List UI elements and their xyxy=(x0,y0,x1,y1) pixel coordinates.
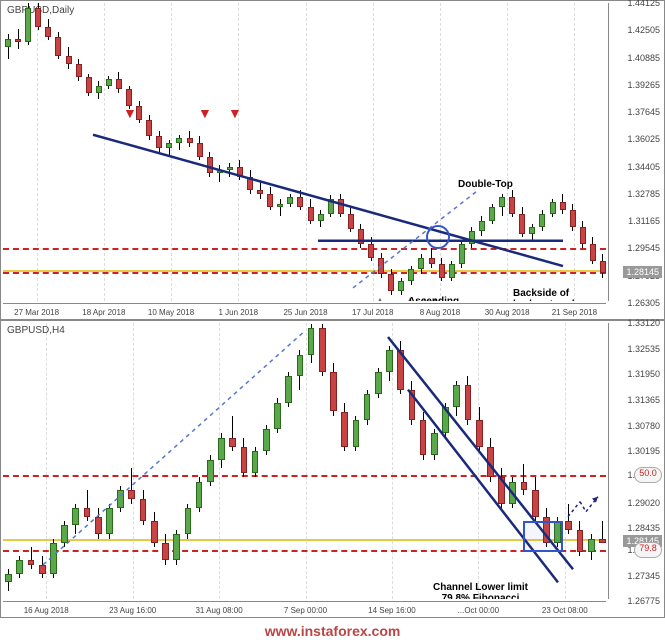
current-price-tag: 1.28145 xyxy=(623,266,662,278)
gridline xyxy=(238,3,239,301)
y-tick: 1.34405 xyxy=(627,162,660,172)
x-tick: 23 Aug 16:00 xyxy=(109,606,156,615)
y-tick: 1.31165 xyxy=(628,216,660,226)
gridline xyxy=(478,323,479,599)
gridline xyxy=(133,323,134,599)
x-tick: ...Oct 00:00 xyxy=(458,606,499,615)
x-tick: 16 Aug 2018 xyxy=(24,606,69,615)
rect-marker xyxy=(523,521,563,552)
y-tick: 1.40885 xyxy=(627,53,660,63)
y-tick: 1.26305 xyxy=(627,298,660,308)
h4-chart-area[interactable]: 50.079.8Channel Lower limit 79.8% Fibona… xyxy=(3,323,606,599)
x-tick: 10 May 2018 xyxy=(148,308,194,317)
x-tick: 25 Jun 2018 xyxy=(283,308,327,317)
double-top-label: Double-Top xyxy=(458,179,513,190)
fibonacci-line xyxy=(3,550,606,552)
fibonacci-line xyxy=(3,272,606,274)
circle-marker xyxy=(426,225,450,249)
down-arrow-marker: ▼ xyxy=(228,105,242,121)
y-tick: 1.36025 xyxy=(627,134,660,144)
gridline xyxy=(440,3,441,301)
y-tick: 1.32785 xyxy=(627,189,660,199)
y-tick: 1.29545 xyxy=(627,243,660,253)
x-tick: 14 Sep 16:00 xyxy=(368,606,416,615)
gridline xyxy=(37,3,38,301)
gridline xyxy=(219,323,220,599)
gridline xyxy=(306,323,307,599)
daily-chart-area[interactable]: 50.079.8▼▼▼▲▲▲▲Double-TopAscending Botto… xyxy=(3,3,606,301)
ascending-bottom-label: Ascending Bottom xyxy=(408,296,459,301)
x-tick: 7 Sep 00:00 xyxy=(284,606,327,615)
h4-x-axis: 16 Aug 2018 23 Aug 16:00 31 Aug 08:00 7 Sep… xyxy=(3,601,606,617)
channel-lower-label: Channel Lower limit 79.8% Fibonacci xyxy=(433,582,528,599)
y-tick: 1.28435 xyxy=(627,523,660,533)
y-tick: 1.42505 xyxy=(627,25,660,35)
daily-x-axis: 27 Mar 2018 18 Apr 2018 10 May 2018 1 Jun 2… xyxy=(3,303,606,319)
y-tick: 1.29020 xyxy=(627,498,660,508)
h4-chart-panel: GBPUSD,H4 50.079.8Channel Lower limit 79… xyxy=(0,320,665,618)
x-tick: 31 Aug 08:00 xyxy=(195,606,242,615)
gridline xyxy=(171,3,172,301)
x-tick: 27 Mar 2018 xyxy=(14,308,59,317)
y-tick: 1.32535 xyxy=(627,344,660,354)
daily-y-axis: 1.44125 1.42505 1.40885 1.39265 1.37645 1.360… xyxy=(608,3,664,301)
down-arrow-marker: ▼ xyxy=(198,105,212,121)
yellow-support-line xyxy=(3,539,606,541)
gridline xyxy=(306,3,307,301)
trendlines-svg xyxy=(3,323,606,599)
y-tick: 1.31365 xyxy=(627,395,660,405)
y-tick: 1.44125 xyxy=(627,0,660,8)
x-tick: 21 Sep 2018 xyxy=(552,308,597,317)
x-tick: 17 Jul 2018 xyxy=(352,308,393,317)
up-arrow-marker: ▲ xyxy=(373,293,387,301)
x-tick: 18 Apr 2018 xyxy=(82,308,125,317)
y-tick: 1.33120 xyxy=(627,318,660,328)
fib-badge: 50.0 xyxy=(634,467,662,483)
x-tick: 30 Aug 2018 xyxy=(485,308,530,317)
gridline xyxy=(574,3,575,301)
x-tick: 8 Aug 2018 xyxy=(420,308,460,317)
fib-badge: 79.8 xyxy=(634,542,662,558)
daily-chart-panel: GBPUSD,Daily 50.079.8▼▼▼▲▲▲▲Double-TopAs… xyxy=(0,0,665,320)
down-arrow-marker: ▼ xyxy=(123,105,137,121)
gridline xyxy=(104,3,105,301)
y-tick: 1.27345 xyxy=(627,571,660,581)
fibonacci-line xyxy=(3,248,606,250)
trendlines-svg xyxy=(3,3,606,301)
backside-trend-label: Backside of broken-trend xyxy=(513,288,575,301)
h4-y-axis: 1.331201.325351.319501.313651.307801.301… xyxy=(608,323,664,599)
x-tick: 1 Jun 2018 xyxy=(218,308,258,317)
y-tick: 1.37645 xyxy=(627,107,660,117)
y-tick: 1.39265 xyxy=(627,80,660,90)
y-tick: 1.26775 xyxy=(627,596,660,606)
watermark: www.instaforex.com xyxy=(0,623,665,639)
gridline xyxy=(46,323,47,599)
fibonacci-line xyxy=(3,475,606,477)
gridline xyxy=(565,323,566,599)
y-tick: 1.30195 xyxy=(627,446,660,456)
gridline xyxy=(507,3,508,301)
y-tick: 1.30780 xyxy=(627,421,660,431)
y-tick: 1.31950 xyxy=(627,369,660,379)
x-tick: 23 Oct 08:00 xyxy=(542,606,588,615)
